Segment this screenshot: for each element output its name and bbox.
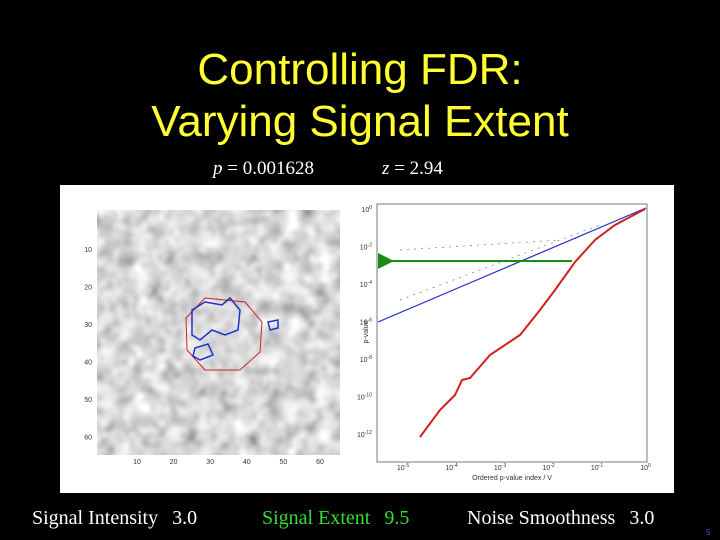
detected-contour bbox=[191, 296, 279, 361]
threshold-line bbox=[377, 207, 647, 323]
tick-base: 10 bbox=[397, 465, 405, 472]
tick-base: 10 bbox=[357, 395, 365, 402]
tick-base: 10 bbox=[361, 207, 369, 214]
y-tick-label: 10-4 bbox=[360, 280, 372, 289]
x-tick-label: 10-4 bbox=[445, 463, 457, 472]
tick-base: 10 bbox=[445, 465, 453, 472]
label: Signal Extent bbox=[262, 507, 371, 529]
y-tick-label: 10-2 bbox=[360, 243, 372, 252]
value: 9.5 bbox=[384, 507, 409, 529]
tick-base: 10 bbox=[360, 320, 368, 327]
p-value: = 0.001628 bbox=[227, 158, 314, 179]
tick-exponent: -10 bbox=[365, 393, 372, 399]
y-tick-label: 30 bbox=[84, 322, 92, 329]
smoothness-label: Noise Smoothness 3.0 bbox=[467, 507, 654, 529]
y-tick-label: 10-6 bbox=[360, 318, 372, 327]
true-signal-outline bbox=[185, 297, 263, 371]
left-ticks: 10 20 30 40 50 60 10 20 30 40 50 60 bbox=[84, 247, 324, 466]
x-tick-label: 10-3 bbox=[494, 463, 506, 472]
y-tick-label: 40 bbox=[84, 360, 92, 367]
tick-exponent: -5 bbox=[405, 463, 410, 469]
x-tick-label: 10-1 bbox=[591, 463, 603, 472]
z-value: = 2.94 bbox=[394, 158, 443, 179]
pvalue-curve bbox=[419, 208, 646, 438]
x-tick-label: 10-5 bbox=[397, 463, 409, 472]
tick-exponent: -1 bbox=[599, 463, 604, 469]
tick-base: 10 bbox=[357, 432, 365, 439]
tick-exponent: -6 bbox=[368, 318, 373, 324]
dotted-line bbox=[399, 239, 561, 251]
tick-base: 10 bbox=[542, 465, 550, 472]
x-tick-label: 10-2 bbox=[542, 463, 554, 472]
value: 3.0 bbox=[172, 507, 197, 529]
title-line: Varying Signal Extent bbox=[151, 97, 568, 146]
x-tick-label: 50 bbox=[280, 459, 288, 466]
slide-number: 5 bbox=[706, 528, 711, 537]
intensity-label: Signal Intensity 3.0 bbox=[32, 507, 197, 529]
tick-exponent: -2 bbox=[550, 463, 555, 469]
y-tick-label: 10-8 bbox=[360, 355, 372, 364]
tick-base: 10 bbox=[360, 357, 368, 364]
y-tick-label: 10 bbox=[84, 247, 92, 254]
tick-base: 10 bbox=[360, 282, 368, 289]
tick-exponent: 0 bbox=[369, 205, 372, 211]
x-tick-label: 100 bbox=[640, 463, 651, 472]
value: 3.0 bbox=[629, 507, 654, 529]
x-tick-label: 60 bbox=[316, 459, 324, 466]
x-tick-label: 20 bbox=[170, 459, 178, 466]
p-stat: p = 0.001628 bbox=[211, 158, 314, 179]
tick-exponent: -4 bbox=[368, 280, 373, 286]
title-line: Controlling FDR: bbox=[197, 45, 522, 94]
tick-base: 10 bbox=[591, 465, 599, 472]
y-tick-label: 60 bbox=[84, 435, 92, 442]
tick-exponent: 0 bbox=[648, 463, 651, 469]
x-axis-label: Ordered p-value index / V bbox=[472, 475, 552, 482]
tick-base: 10 bbox=[640, 465, 648, 472]
tick-exponent: -4 bbox=[453, 463, 458, 469]
extent-label: Signal Extent 9.5 bbox=[262, 507, 409, 529]
tick-exponent: -8 bbox=[368, 355, 373, 361]
plot-frame bbox=[376, 203, 648, 463]
p-symbol: p bbox=[211, 158, 223, 179]
y-tick-label: 100 bbox=[361, 205, 372, 214]
y-tick-label: 50 bbox=[84, 397, 92, 404]
z-symbol: z bbox=[381, 158, 390, 179]
y-tick-label: 20 bbox=[84, 285, 92, 292]
y-tick-label: 10-10 bbox=[357, 393, 372, 402]
y-tick-label: 10-12 bbox=[357, 430, 372, 439]
z-stat: z = 2.94 bbox=[381, 158, 443, 179]
label: Noise Smoothness bbox=[467, 507, 616, 529]
label: Signal Intensity bbox=[32, 507, 158, 529]
y-axis-label: p-value bbox=[363, 320, 370, 343]
x-tick-label: 40 bbox=[243, 459, 251, 466]
tick-base: 10 bbox=[360, 245, 368, 252]
dotted-line bbox=[399, 224, 601, 301]
x-tick-label: 30 bbox=[206, 459, 214, 466]
tick-exponent: -3 bbox=[502, 463, 507, 469]
tick-exponent: -12 bbox=[365, 430, 372, 436]
tick-base: 10 bbox=[494, 465, 502, 472]
x-tick-label: 10 bbox=[133, 459, 141, 466]
tick-exponent: -2 bbox=[368, 243, 373, 249]
